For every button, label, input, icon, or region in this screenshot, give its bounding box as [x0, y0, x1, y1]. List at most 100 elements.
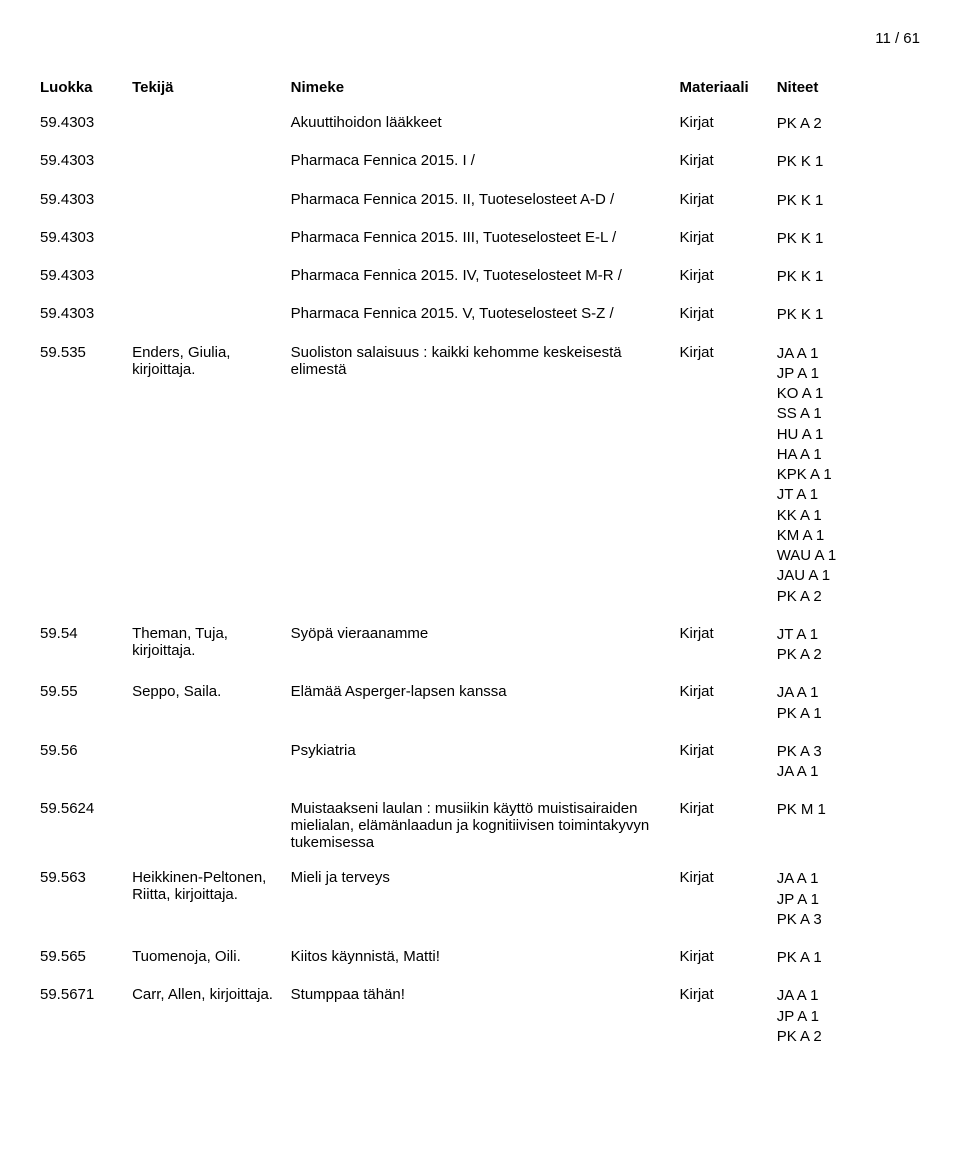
- cell-luokka: 59.4303: [40, 187, 132, 225]
- cell-luokka: 59.54: [40, 621, 132, 680]
- cell-tekija: [132, 301, 291, 339]
- table-row: 59.4303 Pharmaca Fennica 2015. II, Tuotes…: [40, 187, 920, 225]
- cell-niteet: JA A 1JP A 1PK A 3: [777, 865, 920, 944]
- cell-niteet: PK K 1: [777, 301, 920, 339]
- cell-materiaali: Kirjat: [680, 679, 777, 738]
- niteet-item: PK A 2: [777, 1027, 914, 1047]
- cell-materiaali: Kirjat: [680, 263, 777, 301]
- niteet-item: PK K 1: [777, 152, 914, 172]
- niteet-item: JT A 1: [777, 485, 914, 505]
- niteet-item: JA A 1: [777, 683, 914, 703]
- cell-tekija: Heikkinen-Peltonen, Riitta, kirjoittaja.: [132, 865, 291, 944]
- cell-nimeke: Syöpä vieraanamme: [291, 621, 680, 680]
- niteet-item: KO A 1: [777, 384, 914, 404]
- cell-tekija: Tuomenoja, Oili.: [132, 944, 291, 982]
- cell-tekija: [132, 225, 291, 263]
- cell-tekija: [132, 110, 291, 148]
- cell-niteet: PK K 1: [777, 263, 920, 301]
- niteet-item: SS A 1: [777, 404, 914, 424]
- cell-luokka: 59.565: [40, 944, 132, 982]
- niteet-item: KK A 1: [777, 506, 914, 526]
- table-row: 59.4303 Pharmaca Fennica 2015. V, Tuotese…: [40, 301, 920, 339]
- cell-niteet: JA A 1JP A 1KO A 1SS A 1HU A 1HA A 1KPK …: [777, 340, 920, 621]
- niteet-item: KPK A 1: [777, 465, 914, 485]
- cell-niteet: PK K 1: [777, 225, 920, 263]
- niteet-item: PK A 1: [777, 948, 914, 968]
- cell-luokka: 59.56: [40, 738, 132, 797]
- niteet-item: PK A 3: [777, 742, 914, 762]
- table-row: 59.56PsykiatriaKirjatPK A 3JA A 1: [40, 738, 920, 797]
- niteet-item: PK A 1: [777, 704, 914, 724]
- cell-tekija: Seppo, Saila.: [132, 679, 291, 738]
- niteet-item: WAU A 1: [777, 546, 914, 566]
- niteet-item: JAU A 1: [777, 566, 914, 586]
- header-niteet: Niteet: [777, 75, 920, 110]
- niteet-item: PK K 1: [777, 267, 914, 287]
- cell-luokka: 59.4303: [40, 225, 132, 263]
- cell-niteet: PK A 1: [777, 944, 920, 982]
- table-row: 59.5624Muistaakseni laulan : musiikin kä…: [40, 796, 920, 865]
- header-tekija: Tekijä: [132, 75, 291, 110]
- cell-nimeke: Pharmaca Fennica 2015. II, Tuoteselostee…: [291, 187, 680, 225]
- header-row: Luokka Tekijä Nimeke Materiaali Niteet: [40, 75, 920, 110]
- header-luokka: Luokka: [40, 75, 132, 110]
- table-row: 59.55Seppo, Saila.Elämää Asperger-lapsen…: [40, 679, 920, 738]
- niteet-item: PK K 1: [777, 305, 914, 325]
- page-number: 11 / 61: [40, 30, 920, 47]
- niteet-item: KM A 1: [777, 526, 914, 546]
- table-row: 59.4303Akuuttihoidon lääkkeetKirjatPK A …: [40, 110, 920, 148]
- cell-nimeke: Pharmaca Fennica 2015. IV, Tuoteselostee…: [291, 263, 680, 301]
- niteet-item: HU A 1: [777, 425, 914, 445]
- cell-materiaali: Kirjat: [680, 865, 777, 944]
- cell-niteet: JA A 1JP A 1PK A 2: [777, 982, 920, 1061]
- cell-nimeke: Stumppaa tähän!: [291, 982, 680, 1061]
- cell-nimeke: Muistaakseni laulan : musiikin käyttö mu…: [291, 796, 680, 865]
- niteet-item: JA A 1: [777, 762, 914, 782]
- cell-materiaali: Kirjat: [680, 944, 777, 982]
- cell-luokka: 59.4303: [40, 148, 132, 186]
- niteet-item: JP A 1: [777, 890, 914, 910]
- cell-tekija: [132, 263, 291, 301]
- niteet-item: PK A 2: [777, 114, 914, 134]
- cell-nimeke: Pharmaca Fennica 2015. V, Tuoteselosteet…: [291, 301, 680, 339]
- cell-materiaali: Kirjat: [680, 796, 777, 865]
- niteet-item: PK K 1: [777, 229, 914, 249]
- cell-tekija: [132, 796, 291, 865]
- cell-niteet: PK K 1: [777, 148, 920, 186]
- niteet-item: PK M 1: [777, 800, 914, 820]
- niteet-item: PK A 2: [777, 587, 914, 607]
- niteet-item: JT A 1: [777, 625, 914, 645]
- cell-luokka: 59.4303: [40, 263, 132, 301]
- cell-luokka: 59.563: [40, 865, 132, 944]
- cell-luokka: 59.4303: [40, 301, 132, 339]
- cell-tekija: Carr, Allen, kirjoittaja.: [132, 982, 291, 1061]
- cell-materiaali: Kirjat: [680, 621, 777, 680]
- cell-tekija: [132, 738, 291, 797]
- cell-tekija: Enders, Giulia, kirjoittaja.: [132, 340, 291, 621]
- cell-nimeke: Elämää Asperger-lapsen kanssa: [291, 679, 680, 738]
- niteet-item: JP A 1: [777, 364, 914, 384]
- niteet-item: JA A 1: [777, 869, 914, 889]
- niteet-item: PK A 3: [777, 910, 914, 930]
- cell-luokka: 59.5671: [40, 982, 132, 1061]
- table-row: 59.4303Pharmaca Fennica 2015. I /KirjatP…: [40, 148, 920, 186]
- cell-materiaali: Kirjat: [680, 982, 777, 1061]
- catalog-table: Luokka Tekijä Nimeke Materiaali Niteet 5…: [40, 75, 920, 1061]
- cell-nimeke: Psykiatria: [291, 738, 680, 797]
- cell-luokka: 59.4303: [40, 110, 132, 148]
- cell-niteet: PK M 1: [777, 796, 920, 865]
- cell-materiaali: Kirjat: [680, 225, 777, 263]
- table-row: 59.563Heikkinen-Peltonen, Riitta, kirjoi…: [40, 865, 920, 944]
- niteet-item: PK K 1: [777, 191, 914, 211]
- table-row: 59.5671Carr, Allen, kirjoittaja.Stumppaa…: [40, 982, 920, 1061]
- cell-niteet: JT A 1PK A 2: [777, 621, 920, 680]
- cell-niteet: PK K 1: [777, 187, 920, 225]
- cell-niteet: JA A 1PK A 1: [777, 679, 920, 738]
- cell-materiaali: Kirjat: [680, 110, 777, 148]
- niteet-item: JA A 1: [777, 344, 914, 364]
- cell-nimeke: Suoliston salaisuus : kaikki kehomme kes…: [291, 340, 680, 621]
- cell-materiaali: Kirjat: [680, 340, 777, 621]
- cell-luokka: 59.535: [40, 340, 132, 621]
- cell-materiaali: Kirjat: [680, 148, 777, 186]
- cell-materiaali: Kirjat: [680, 187, 777, 225]
